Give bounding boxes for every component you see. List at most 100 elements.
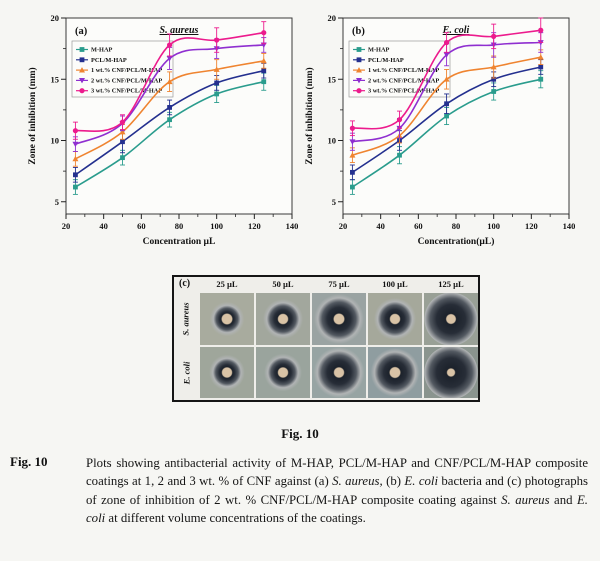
x-axis-label: Concentration µL: [143, 237, 216, 247]
x-tick-label: 140: [286, 221, 298, 231]
x-tick-label: 140: [563, 221, 575, 231]
data-point-marker: [356, 47, 362, 52]
caption-label: Fig. 10: [10, 454, 48, 469]
data-point-marker: [79, 67, 85, 73]
data-point-marker: [79, 57, 85, 63]
data-point-marker: [166, 78, 173, 85]
data-point-marker: [396, 117, 403, 123]
caption-segment: S. aureus,: [332, 474, 383, 489]
data-point-marker: [356, 67, 362, 73]
photo-s-aureus-25ul: [200, 293, 254, 345]
data-point-marker: [72, 155, 79, 162]
x-tick-label: 60: [414, 221, 423, 231]
legend-label: 2 wt.% CNF/PCL/M-HAP: [91, 77, 162, 84]
photo-e-coli-25ul: [200, 347, 254, 398]
y-axis: 5 10 15 20: [328, 13, 343, 207]
caption-segment: S. aureus: [501, 492, 550, 507]
data-point-marker: [350, 169, 355, 175]
data-point-marker: [356, 88, 362, 94]
data-point-marker: [166, 56, 173, 62]
legend-entry: 3 wt.% CNF/PCL/M-HAP: [353, 88, 439, 95]
photo-s-aureus-50ul: [256, 293, 310, 345]
series-pcl-m-hap: [72, 62, 267, 183]
legend-entry: 2 wt.% CNF/PCL/M-HAP: [76, 77, 162, 84]
data-point-marker: [119, 119, 126, 125]
panel-c-label: (c): [179, 278, 191, 289]
x-tick-label: 40: [99, 221, 108, 231]
photo-e-coli-100ul: [368, 347, 422, 398]
data-point-marker: [214, 37, 220, 43]
data-point-marker: [72, 141, 79, 148]
legend-label: M-HAP: [368, 47, 389, 54]
photo-col-header-125ul: 125 µL: [438, 279, 464, 289]
data-point-marker: [491, 76, 497, 82]
data-point-marker: [537, 54, 544, 60]
y-tick-label: 20: [328, 13, 337, 23]
series-3-wt-cnf-pcl-m-hap: [349, 17, 544, 137]
caption-segment: Plots showing antibacterial activity of …: [86, 456, 588, 489]
photo-s-aureus-75ul: [312, 293, 366, 345]
photo-row-label-s-aureus: S. aureus: [181, 302, 192, 336]
data-point-marker: [214, 91, 220, 97]
photo-e-coli-125ul: [424, 347, 478, 398]
x-tick-label: 120: [248, 221, 261, 231]
data-point-marker: [443, 76, 450, 82]
data-point-marker: [214, 80, 220, 86]
data-point-marker: [166, 42, 173, 48]
data-point-marker: [213, 66, 220, 72]
x-tick-label: 100: [210, 221, 223, 231]
data-point-marker: [356, 78, 362, 84]
figure-number-centered: Fig. 10: [281, 426, 319, 441]
legend-entry: PCL/M-HAP: [76, 57, 127, 64]
legend-entry: 1 wt.% CNF/PCL/M-HAP: [76, 67, 162, 74]
data-point-marker: [260, 57, 267, 64]
photo-panel-c: (c) 25 µL 50 µL 75 µL 100 µL 125 µL S. aureus…: [172, 275, 480, 402]
data-point-marker: [261, 68, 267, 74]
series-3-wt-cnf-pcl-m-hap: [72, 21, 267, 140]
x-tick-label: 80: [452, 221, 461, 231]
data-point-marker: [350, 184, 355, 190]
y-tick-label: 10: [51, 136, 60, 146]
x-tick-label: 20: [339, 221, 348, 231]
data-point-marker: [261, 79, 267, 85]
legend-entry: PCL/M-HAP: [353, 57, 404, 64]
legend-entry: 2 wt.% CNF/PCL/M-HAP: [353, 77, 439, 84]
legend-label: 2 wt.% CNF/PCL/M-HAP: [368, 77, 439, 84]
y-tick-label: 10: [328, 136, 337, 146]
y-tick-label: 5: [332, 197, 336, 207]
data-point-marker: [167, 117, 172, 123]
photo-s-aureus-100ul: [368, 293, 422, 345]
legend-label: 3 wt.% CNF/PCL/M-HAP: [368, 88, 439, 95]
figure-caption: Fig. 10 Plots showing antibacterial acti…: [10, 454, 588, 528]
x-tick-label: 120: [525, 221, 538, 231]
data-point-marker: [349, 152, 356, 158]
data-point-marker: [444, 101, 449, 107]
data-point-marker: [349, 125, 356, 131]
caption-text: Plots showing antibacterial activity of …: [86, 454, 588, 528]
data-point-marker: [443, 39, 450, 46]
caption-segment: E. coli: [404, 474, 439, 489]
caption-segment: (b): [382, 474, 405, 489]
panel-label: (a): [75, 26, 88, 37]
caption-segment: and: [549, 492, 577, 507]
legend: M-HAP PCL/M-HAP 1 wt.% CNF/PCL/M-HAP 2 wt.%…: [71, 40, 174, 98]
y-tick-label: 15: [51, 74, 60, 84]
x-tick-label: 60: [137, 221, 146, 231]
data-point-marker: [491, 33, 497, 39]
caption-segment: E. coli: [86, 492, 588, 526]
chart-panel-a: 20 40 60 80 100 120 140 5 10 15 20 Concentration µL…: [27, 13, 298, 247]
data-point-marker: [261, 30, 267, 36]
data-point-marker: [349, 139, 356, 145]
legend-entry: M-HAP: [353, 47, 389, 54]
data-point-marker: [120, 139, 125, 145]
data-point-marker: [120, 155, 125, 161]
photo-col-header-75ul: 75 µL: [328, 279, 350, 289]
data-point-marker: [538, 64, 544, 70]
y-axis: 5 10 15 20: [51, 13, 66, 207]
chart-panel-b: 20 40 60 80 100 120 140 5 10 15 20 Concentration(µL…: [304, 13, 575, 247]
chart-title: E. coli: [442, 25, 470, 36]
photo-s-aureus-125ul: [424, 293, 478, 345]
photo-col-header-100ul: 100 µL: [382, 279, 408, 289]
series-1-wt-cnf-pcl-m-hap: [349, 49, 544, 164]
